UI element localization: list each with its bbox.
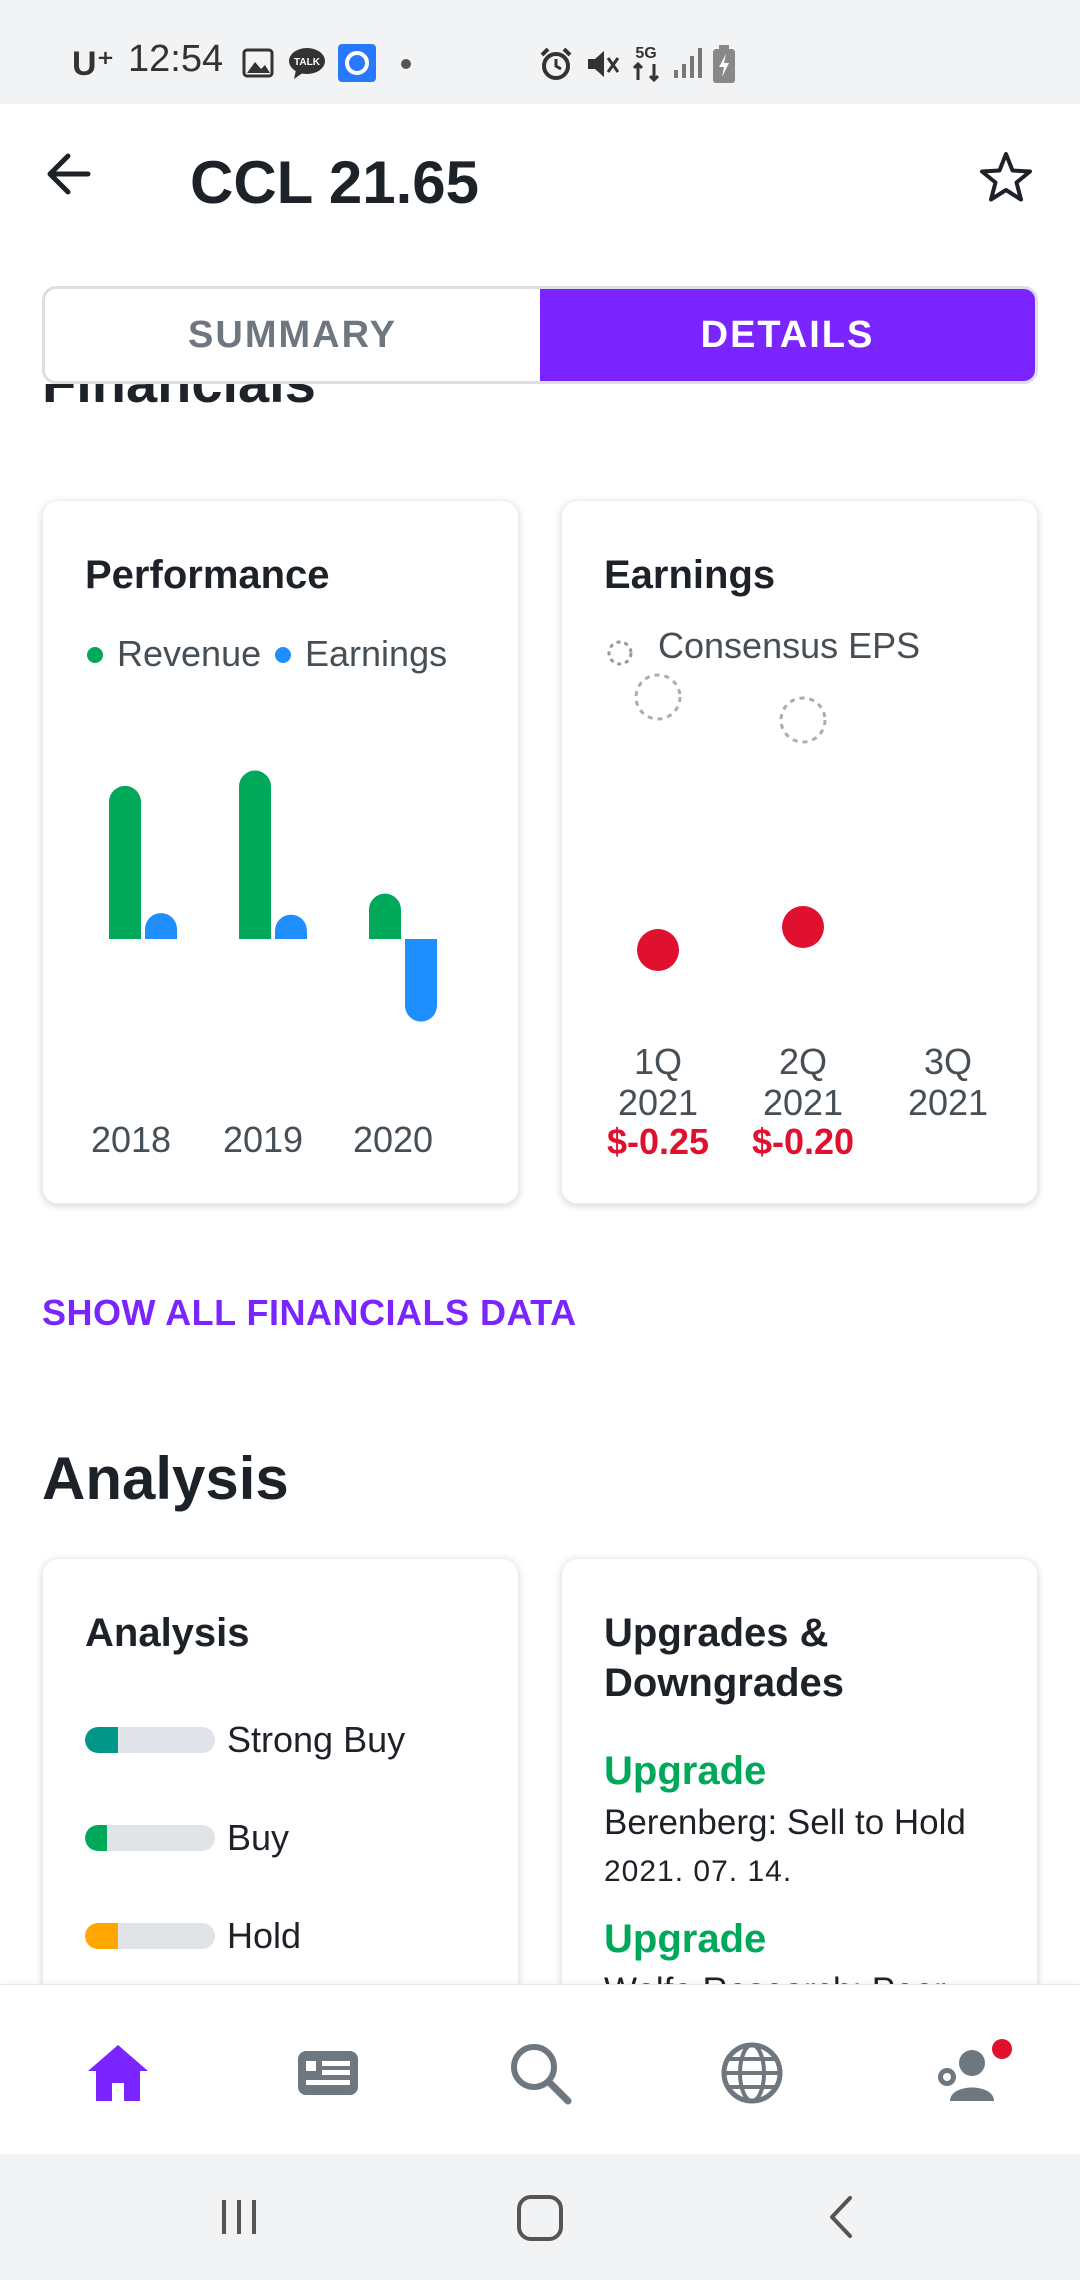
- signal-icon: [674, 48, 702, 78]
- revenue-bar-2018: [109, 785, 141, 939]
- upgrades-card[interactable]: Upgrades & Downgrades Upgrade Berenberg:…: [561, 1558, 1038, 1984]
- upgrade-date-1: 2021. 07. 14.: [604, 1855, 793, 1888]
- profile-icon[interactable]: [930, 2037, 1016, 2109]
- svg-text:TALK: TALK: [294, 57, 321, 68]
- performance-chart: [109, 770, 437, 1022]
- details-content[interactable]: Financials Performance Revenue Earnings …: [0, 384, 1080, 1984]
- buy-bar: [85, 1825, 215, 1851]
- earnings-legend-dot: [275, 647, 291, 663]
- consensus-eps-point-2: [779, 696, 827, 744]
- back-arrow-icon[interactable]: [42, 144, 102, 204]
- consensus-eps-point-1: [634, 673, 682, 721]
- hold-fill: [85, 1923, 118, 1949]
- quarter-label-1q: 1Q 2021: [617, 1041, 699, 1123]
- earnings-bar-2019: [275, 914, 307, 939]
- mute-icon: [588, 51, 620, 77]
- upgrade-type-2: Upgrade: [604, 1917, 767, 1961]
- system-navigation: [0, 2154, 1080, 2280]
- quarter-label-3q: 3Q 2021: [907, 1041, 989, 1123]
- year-label-2019: 2019: [222, 1119, 304, 1160]
- strong-buy-label: Strong Buy: [227, 1719, 406, 1760]
- svg-text:5G: 5G: [635, 45, 656, 62]
- carrier-label: U⁺: [72, 45, 115, 83]
- tab-details[interactable]: DETAILS: [540, 289, 1035, 381]
- notification-dot: [992, 2039, 1012, 2059]
- performance-title: Performance: [85, 553, 330, 597]
- earnings-bar-2020: [405, 939, 437, 1022]
- revenue-legend-label: Revenue: [117, 633, 262, 674]
- analysis-card-title: Analysis: [85, 1611, 250, 1655]
- consensus-legend-icon: [607, 640, 633, 666]
- app-header: CCL 21.65: [0, 104, 1080, 280]
- performance-card[interactable]: Performance Revenue Earnings 2018 2019 2…: [42, 500, 519, 1204]
- financials-heading: Financials: [42, 384, 316, 415]
- app-notification-icon: [338, 44, 376, 82]
- page-title: CCL 21.65: [190, 149, 480, 216]
- news-icon[interactable]: [292, 2037, 364, 2109]
- globe-icon[interactable]: [716, 2037, 788, 2109]
- talk-notification-icon: TALK: [289, 48, 325, 79]
- alarm-icon: [540, 47, 572, 80]
- segmented-tabs: SUMMARY DETAILS: [42, 286, 1038, 384]
- actual-eps-point-2: [782, 906, 824, 948]
- hold-label: Hold: [227, 1915, 302, 1956]
- revenue-bar-2019: [239, 770, 271, 939]
- earnings-legend-label: Earnings: [305, 633, 448, 674]
- year-label-2018: 2018: [90, 1119, 172, 1160]
- consensus-legend-label: Consensus EPS: [658, 625, 921, 666]
- upgrades-title-line2: Downgrades: [604, 1661, 845, 1705]
- home-button-icon[interactable]: [514, 2192, 566, 2244]
- actual-eps-point-1: [637, 929, 679, 971]
- gallery-notification-icon: [242, 48, 274, 78]
- clock: 12:54: [128, 38, 224, 80]
- eps-actual-2q: $-0.20: [751, 1121, 855, 1162]
- battery-icon: [713, 45, 735, 83]
- watchlist-star-icon[interactable]: [976, 148, 1036, 208]
- upgrades-title-line1: Upgrades &: [604, 1611, 829, 1655]
- eps-actual-1q: $-0.25: [606, 1121, 710, 1162]
- status-bar: U⁺ 12:54 TALK 5G: [0, 0, 1080, 104]
- more-notifications-icon: [401, 59, 411, 69]
- earnings-title: Earnings: [604, 553, 776, 597]
- strong-buy-fill: [85, 1727, 118, 1753]
- upgrade-firm-2: Wolfe Research: Peer: [604, 1971, 946, 1984]
- recent-apps-icon[interactable]: [214, 2192, 264, 2242]
- tab-summary[interactable]: SUMMARY: [45, 289, 540, 381]
- hold-bar: [85, 1923, 215, 1949]
- earnings-bar-2018: [145, 913, 177, 939]
- home-icon[interactable]: [82, 2037, 154, 2109]
- revenue-bar-2020: [369, 893, 401, 939]
- earnings-chart: [634, 673, 827, 971]
- buy-fill: [85, 1825, 108, 1851]
- back-button-icon[interactable]: [818, 2192, 868, 2242]
- bottom-navigation: [0, 1984, 1080, 2154]
- search-icon[interactable]: [504, 2037, 576, 2109]
- analysis-heading: Analysis: [42, 1445, 289, 1512]
- 5g-icon: 5G: [632, 45, 660, 83]
- quarter-label-2q: 2Q 2021: [762, 1041, 844, 1123]
- upgrade-type-1: Upgrade: [604, 1749, 767, 1793]
- show-all-financials-link[interactable]: SHOW ALL FINANCIALS DATA: [42, 1292, 577, 1333]
- earnings-card[interactable]: Earnings Consensus EPS 1Q 2021 2Q 2021 3Q 2…: [561, 500, 1038, 1204]
- upgrade-firm-1: Berenberg: Sell to Hold: [604, 1803, 966, 1842]
- analysis-card[interactable]: Analysis Strong Buy Buy Hold: [42, 1558, 519, 1984]
- buy-label: Buy: [227, 1817, 290, 1858]
- strong-buy-bar: [85, 1727, 215, 1753]
- revenue-legend-dot: [87, 647, 103, 663]
- year-label-2020: 2020: [352, 1119, 434, 1160]
